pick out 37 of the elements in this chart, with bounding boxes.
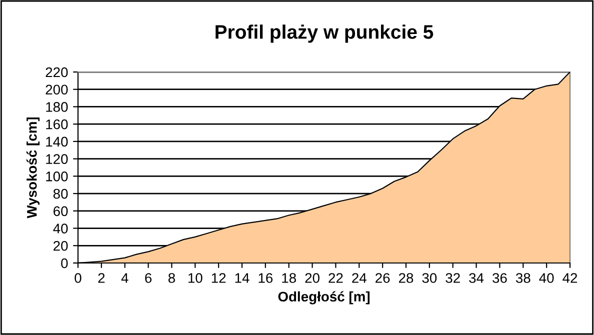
x-tick-label: 40 (539, 273, 554, 283)
chart-title: Profil plaży w punkcie 5 (216, 24, 434, 43)
x-tick-label: 12 (212, 273, 226, 283)
y-tick-label: 80 (53, 188, 68, 199)
x-tick-label: 32 (446, 273, 460, 283)
x-tick-label: 26 (376, 273, 390, 283)
y-axis-title: Wysokość [cm] (26, 117, 40, 218)
x-tick-label: 6 (145, 273, 152, 283)
x-tick-label: 34 (469, 273, 484, 283)
x-tick-label: 36 (492, 273, 507, 283)
x-tick-label: 16 (258, 273, 273, 283)
x-tick-label: 14 (235, 273, 250, 283)
x-tick-label: 2 (98, 273, 105, 283)
x-tick-label: 42 (562, 273, 578, 283)
x-tick-label: 18 (282, 273, 296, 283)
x-tick-label: 38 (516, 273, 530, 283)
x-tick-label: 4 (121, 273, 128, 283)
x-tick-label: 20 (305, 273, 320, 283)
x-tick-label: 30 (422, 273, 437, 283)
x-tick-label: 24 (352, 273, 366, 283)
x-tick-label: 10 (188, 273, 202, 283)
y-tick-label: 220 (46, 67, 68, 78)
x-tick-label: 8 (168, 273, 175, 283)
y-tick-label: 120 (46, 154, 68, 164)
y-tick-label: 60 (54, 206, 68, 216)
y-tick-label: 0 (61, 258, 68, 268)
x-tick-label: 0 (74, 273, 82, 283)
y-tick-label: 40 (53, 224, 68, 234)
x-tick-label: 28 (398, 273, 414, 283)
y-tick-label: 140 (46, 136, 68, 147)
x-tick-label: 22 (328, 273, 343, 283)
y-tick-label: 200 (46, 84, 68, 95)
y-tick-label: 160 (46, 119, 68, 130)
y-tick-label: 180 (46, 102, 68, 112)
x-axis-title: Odległość [m] (278, 291, 370, 304)
y-tick-label: 100 (46, 172, 68, 182)
y-tick-label: 20 (54, 240, 68, 251)
